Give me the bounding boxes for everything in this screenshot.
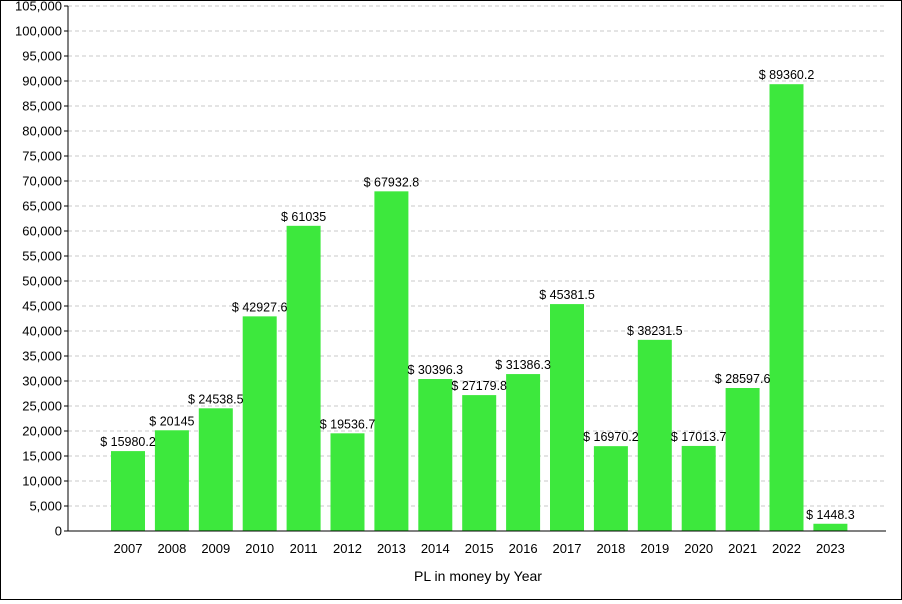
y-tick-label: 30,000	[22, 374, 62, 389]
y-tick-label: 65,000	[22, 199, 62, 214]
x-tick-label-2023: 2023	[816, 541, 845, 556]
x-axis: 2007 2008 2009 2010 2011 2012 2013 2014 2015 2016…	[68, 530, 886, 556]
bar-2014	[418, 379, 453, 531]
bar-2009	[198, 408, 233, 531]
data-label-2017: $ 45381.5	[539, 288, 595, 302]
x-axis-title: PL in money by Year	[414, 568, 542, 584]
x-tick-label-2008: 2008	[157, 541, 186, 556]
bars	[111, 84, 848, 531]
data-label-2019: $ 38231.5	[627, 324, 683, 338]
bar-2011	[286, 225, 321, 531]
x-tick-label-2007: 2007	[114, 541, 143, 556]
y-tick-label: 75,000	[22, 149, 62, 164]
bar-2019	[637, 339, 672, 531]
bar-2008	[154, 430, 189, 531]
data-label-2022: $ 89360.2	[759, 68, 815, 82]
bar-2016	[506, 374, 541, 531]
bar-2013	[374, 191, 409, 531]
data-label-2010: $ 42927.6	[232, 300, 288, 314]
y-tick-label: 25,000	[22, 399, 62, 414]
bar-2021	[725, 388, 760, 531]
data-label-2016: $ 31386.3	[495, 358, 551, 372]
data-label-2008: $ 20145	[149, 414, 194, 428]
y-tick-label: 20,000	[22, 424, 62, 439]
x-tick-label-2022: 2022	[772, 541, 801, 556]
y-tick-label: 45,000	[22, 299, 62, 314]
x-tick-label-2013: 2013	[377, 541, 406, 556]
x-tick-label-2011: 2011	[290, 541, 318, 556]
x-tick-label-2015: 2015	[465, 541, 494, 556]
data-label-2011: $ 61035	[281, 210, 326, 224]
y-tick-label: 0	[55, 524, 62, 539]
x-tick-label-2016: 2016	[509, 541, 538, 556]
y-tick-label: 40,000	[22, 324, 62, 339]
x-tick-label-2018: 2018	[596, 541, 625, 556]
y-tick-label: 70,000	[22, 174, 62, 189]
x-tick-label-2010: 2010	[245, 541, 274, 556]
y-tick-label: 50,000	[22, 274, 62, 289]
bar-2022	[769, 84, 804, 531]
y-tick-label: 60,000	[22, 224, 62, 239]
data-label-2023: $ 1448.3	[806, 508, 855, 522]
y-tick-label: 80,000	[22, 124, 62, 139]
bar-2020	[681, 445, 716, 531]
y-tick-label: 100,000	[15, 24, 62, 39]
data-label-2009: $ 24538.5	[188, 392, 244, 406]
data-label-2021: $ 28597.6	[715, 372, 771, 386]
y-axis: 0 5,000 10,000 15,000 20,000 25,000 30,000 35,0…	[15, 0, 69, 539]
x-tick-label-2019: 2019	[640, 541, 669, 556]
bar-2017	[550, 304, 584, 531]
y-tick-label: 105,000	[15, 1, 62, 14]
y-tick-label: 55,000	[22, 249, 62, 264]
data-label-2013: $ 67932.8	[364, 175, 420, 189]
bar-2018	[593, 446, 628, 531]
y-tick-label: 85,000	[22, 99, 62, 114]
bar-2023	[813, 523, 848, 531]
bar-2012	[330, 433, 365, 531]
x-tick-label-2009: 2009	[201, 541, 230, 556]
x-tick-label-2020: 2020	[684, 541, 713, 556]
data-label-2020: $ 17013.7	[671, 430, 727, 444]
y-tick-label: 90,000	[22, 74, 62, 89]
y-tick-label: 10,000	[22, 474, 62, 489]
y-tick-label: 15,000	[22, 449, 62, 464]
x-tick-label-2012: 2012	[333, 541, 362, 556]
x-tick-label-2021: 2021	[728, 541, 757, 556]
data-label-2018: $ 16970.2	[583, 430, 639, 444]
bar-2010	[242, 316, 277, 531]
data-label-2015: $ 27179.8	[451, 379, 507, 393]
data-label-2014: $ 30396.3	[407, 363, 463, 377]
data-label-2012: $ 19536.7	[320, 417, 376, 431]
grid-lines	[68, 5, 886, 507]
y-tick-label: 95,000	[22, 49, 62, 64]
bar-2015	[462, 395, 497, 531]
data-label-2007: $ 15980.2	[100, 435, 156, 449]
x-tick-label-2014: 2014	[421, 541, 450, 556]
data-labels: $ 15980.2 $ 20145 $ 24538.5 $ 42927.6 $ 6103…	[100, 68, 855, 522]
x-tick-label-2017: 2017	[553, 541, 582, 556]
y-tick-label: 35,000	[22, 349, 62, 364]
y-tick-label: 5,000	[29, 499, 62, 514]
bar-2007	[111, 451, 145, 531]
